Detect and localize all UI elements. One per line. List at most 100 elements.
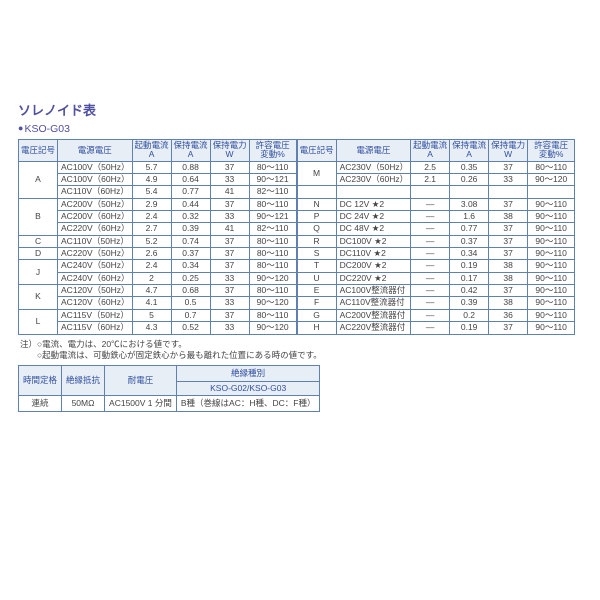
power-cell: 38 — [489, 272, 528, 284]
range-cell: 90～120 — [249, 272, 296, 284]
range-cell: 90～110 — [528, 260, 575, 272]
col-code: 電圧記号 — [19, 140, 58, 162]
table-row: AC100V（60Hz）4.90.643390～121 — [19, 174, 297, 186]
range-cell: 90～110 — [528, 235, 575, 247]
start-cell: 2.4 — [132, 211, 171, 223]
col-hold: 保持電流A — [171, 140, 210, 162]
hold-cell: 1.6 — [450, 211, 489, 223]
src-cell: AC110V整流器付 — [336, 297, 411, 309]
start-cell: 2.1 — [411, 174, 450, 186]
hold-cell: 0.44 — [171, 198, 210, 210]
power-cell: 33 — [210, 272, 249, 284]
solenoid-tables: 電圧記号電源電圧起動電流A保持電流A保持電力W許容電圧変動%AAC100V（50… — [18, 139, 582, 335]
code-cell: P — [297, 211, 336, 223]
range-cell: 90～110 — [528, 285, 575, 297]
ins-td-class: B種（巻線はAC：H種、DC：F種） — [176, 395, 320, 411]
power-cell: 37 — [210, 285, 249, 297]
power-cell: 36 — [489, 309, 528, 321]
hold-cell: 0.64 — [171, 174, 210, 186]
range-cell: 90～110 — [528, 309, 575, 321]
hold-cell: 0.19 — [450, 260, 489, 272]
hold-cell: 0.5 — [171, 297, 210, 309]
range-cell: 82～110 — [249, 186, 296, 198]
hold-cell: 0.32 — [171, 211, 210, 223]
power-cell: 37 — [210, 309, 249, 321]
insulation-table: 時間定格 絶縁抵抗 耐電圧 絶縁種別 KSO-G02/KSO-G03 連続 50… — [18, 365, 320, 412]
power-cell: 38 — [489, 211, 528, 223]
table-row: GAC200V整流器付—0.23690～110 — [297, 309, 575, 321]
range-cell: 80～110 — [249, 309, 296, 321]
table-row: AC110V（60Hz）5.40.774182～110 — [19, 186, 297, 198]
range-cell: 80～110 — [249, 198, 296, 210]
hold-cell: 0.88 — [171, 161, 210, 173]
ins-td-res: 50MΩ — [62, 395, 105, 411]
hold-cell: 0.39 — [450, 297, 489, 309]
power-cell: 33 — [210, 297, 249, 309]
hold-cell: 0.2 — [450, 309, 489, 321]
table-row: EAC100V整流器付—0.423790～110 — [297, 285, 575, 297]
src-cell: AC115V（50Hz） — [58, 309, 133, 321]
col-code: 電圧記号 — [297, 140, 336, 162]
range-cell: 90～120 — [528, 174, 575, 186]
range-cell: 90～121 — [249, 211, 296, 223]
code-cell: Q — [297, 223, 336, 235]
range-cell: 90～121 — [249, 174, 296, 186]
power-cell: 37 — [489, 235, 528, 247]
start-cell: 2.5 — [411, 161, 450, 173]
power-cell: 37 — [210, 198, 249, 210]
ins-th-model: KSO-G02/KSO-G03 — [176, 381, 320, 395]
code-cell: J — [19, 260, 58, 285]
power-cell: 33 — [489, 174, 528, 186]
col-start: 起動電流A — [132, 140, 171, 162]
start-cell: 2.9 — [132, 198, 171, 210]
table-row: KAC120V（50Hz）4.70.683780～110 — [19, 285, 297, 297]
start-cell: 5.7 — [132, 161, 171, 173]
range-cell: 80～110 — [249, 161, 296, 173]
src-cell: AC110V（50Hz） — [58, 235, 133, 247]
src-cell: DC 48V ★2 — [336, 223, 411, 235]
power-cell: 37 — [489, 161, 528, 173]
table-row: UDC220V ★2—0.173890～110 — [297, 272, 575, 284]
src-cell: AC100V整流器付 — [336, 285, 411, 297]
src-cell: DC110V ★2 — [336, 248, 411, 260]
range-cell: 90～110 — [528, 211, 575, 223]
solenoid-table-right: 電圧記号電源電圧起動電流A保持電流A保持電力W許容電圧変動%MAC230V（50… — [297, 139, 576, 335]
ins-th-time: 時間定格 — [19, 365, 62, 395]
src-cell: DC220V ★2 — [336, 272, 411, 284]
start-cell: 5.4 — [132, 186, 171, 198]
hold-cell: 0.26 — [450, 174, 489, 186]
range-cell: 80～110 — [249, 260, 296, 272]
src-cell: AC110V（60Hz） — [58, 186, 133, 198]
src-cell: DC 24V ★2 — [336, 211, 411, 223]
code-cell: H — [297, 322, 336, 334]
table-row: AC220V（60Hz）2.70.394182～110 — [19, 223, 297, 235]
code-cell: A — [19, 161, 58, 198]
hold-cell: 0.35 — [450, 161, 489, 173]
start-cell: — — [411, 260, 450, 272]
code-cell: F — [297, 297, 336, 309]
table-row: CAC110V（50Hz）5.20.743780～110 — [19, 235, 297, 247]
table-row: AC230V（60Hz）2.10.263390～120 — [297, 174, 575, 186]
col-src: 電源電圧 — [58, 140, 133, 162]
table-row: DAC220V（50Hz）2.60.373780～110 — [19, 248, 297, 260]
src-cell: AC200V（50Hz） — [58, 198, 133, 210]
hold-cell: 0.17 — [450, 272, 489, 284]
code-cell: R — [297, 235, 336, 247]
start-cell: 5 — [132, 309, 171, 321]
code-cell: C — [19, 235, 58, 247]
start-cell: — — [411, 322, 450, 334]
table-row: JAC240V（50Hz）2.40.343780～110 — [19, 260, 297, 272]
code-cell: M — [297, 161, 336, 186]
range-cell: 80～110 — [249, 248, 296, 260]
start-cell: — — [411, 198, 450, 210]
power-cell: 33 — [210, 322, 249, 334]
table-row: LAC115V（50Hz）50.73780～110 — [19, 309, 297, 321]
table-row: SDC110V ★2—0.343790～110 — [297, 248, 575, 260]
hold-cell: 0.34 — [171, 260, 210, 272]
start-cell: 2.6 — [132, 248, 171, 260]
table-row: AC115V（60Hz）4.30.523390～120 — [19, 322, 297, 334]
model-label: ●KSO-G03 — [18, 123, 582, 135]
start-cell: — — [411, 285, 450, 297]
code-cell: L — [19, 309, 58, 334]
col-power: 保持電力W — [489, 140, 528, 162]
